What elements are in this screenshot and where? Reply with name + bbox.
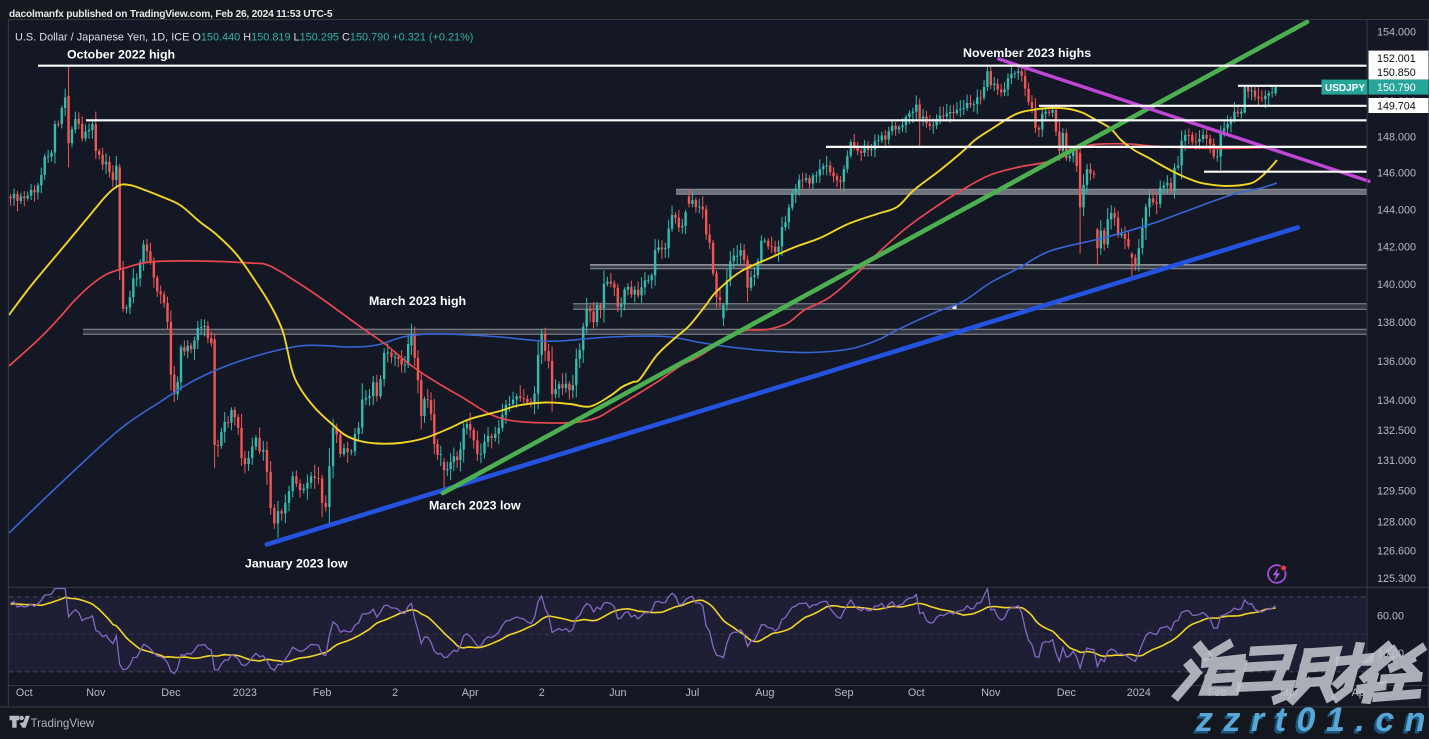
svg-text:zzrt01.cn: zzrt01.cn: [1195, 701, 1429, 739]
svg-text:138.000: 138.000: [1377, 317, 1416, 329]
svg-text:136.000: 136.000: [1377, 356, 1416, 368]
svg-text:132.500: 132.500: [1377, 425, 1416, 437]
svg-text:150.850: 150.850: [1377, 67, 1416, 79]
svg-text:Nov: Nov: [86, 687, 106, 699]
svg-text:November 2023 highs: November 2023 highs: [963, 46, 1091, 60]
svg-text:Apr: Apr: [462, 687, 479, 699]
svg-text:131.000: 131.000: [1377, 455, 1416, 467]
svg-text:Dec: Dec: [161, 687, 181, 699]
svg-text:U.S. Dollar / Japanese Yen, 1D: U.S. Dollar / Japanese Yen, 1D, ICE O150…: [15, 32, 473, 44]
svg-text:140.000: 140.000: [1377, 279, 1416, 291]
svg-text:Dec: Dec: [1057, 687, 1077, 699]
svg-text:Sep: Sep: [834, 687, 853, 699]
svg-text:March 2023 low: March 2023 low: [429, 499, 521, 513]
svg-text:154.000: 154.000: [1377, 26, 1416, 38]
svg-text:144.000: 144.000: [1377, 204, 1416, 216]
svg-text:152.001: 152.001: [1377, 53, 1416, 65]
svg-text:USDJPY: USDJPY: [1325, 83, 1365, 94]
svg-text:2024: 2024: [1127, 687, 1151, 699]
svg-text:October 2022 high: October 2022 high: [67, 48, 175, 62]
svg-text:Jul: Jul: [685, 687, 699, 699]
svg-text:2023: 2023: [233, 687, 257, 699]
svg-text:January 2023 low: January 2023 low: [245, 557, 348, 571]
svg-text:2: 2: [392, 687, 398, 699]
svg-text:Nov: Nov: [981, 687, 1001, 699]
svg-text:Oct: Oct: [908, 687, 925, 699]
svg-text:129.500: 129.500: [1377, 486, 1416, 498]
svg-text:149.704: 149.704: [1377, 101, 1416, 113]
svg-text:126.600: 126.600: [1377, 546, 1416, 558]
svg-text:TradingView: TradingView: [31, 717, 95, 730]
svg-text:148.000: 148.000: [1377, 132, 1416, 144]
svg-text:134.000: 134.000: [1377, 395, 1416, 407]
svg-text:128.000: 128.000: [1377, 517, 1416, 529]
svg-text:60.00: 60.00: [1377, 611, 1404, 623]
svg-text:150.790: 150.790: [1377, 82, 1416, 94]
svg-text:146.000: 146.000: [1377, 168, 1416, 180]
svg-text:dacolmanfx published on Tradin: dacolmanfx published on TradingView.com,…: [9, 9, 333, 20]
svg-text:Oct: Oct: [16, 687, 33, 699]
svg-text:Jun: Jun: [609, 687, 626, 699]
svg-text:142.000: 142.000: [1377, 241, 1416, 253]
svg-text:125.300: 125.300: [1377, 573, 1416, 585]
svg-text:zzrt01.cn: zzrt01.cn: [1193, 704, 1429, 739]
svg-text:March 2023 high: March 2023 high: [369, 294, 466, 308]
svg-text:Feb: Feb: [313, 687, 332, 699]
svg-text:2: 2: [539, 687, 545, 699]
svg-text:Aug: Aug: [755, 687, 774, 699]
